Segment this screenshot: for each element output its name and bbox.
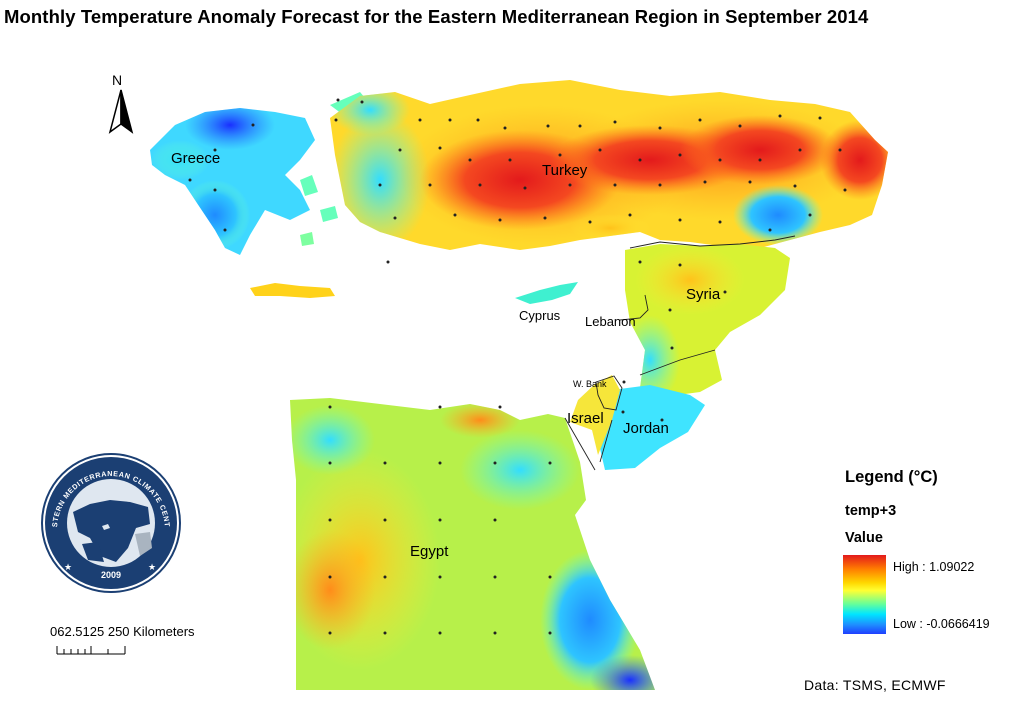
label-israel: Israel xyxy=(567,410,604,427)
grid-points xyxy=(188,98,847,635)
label-turkey: Turkey xyxy=(542,162,588,179)
legend-layer-name: temp+3 xyxy=(845,503,897,519)
turkey-field xyxy=(330,80,888,250)
label-lebanon: Lebanon xyxy=(585,314,636,329)
label-jordan: Jordan xyxy=(623,420,669,437)
svg-text:★: ★ xyxy=(64,562,72,572)
legend-field-name: Value xyxy=(845,530,883,546)
country-borders xyxy=(564,235,796,471)
svg-text:★: ★ xyxy=(148,562,156,572)
emcc-logo: 2009 ★ ★ EASTERN MEDITERRANEAN CLIMATE C… xyxy=(40,452,181,593)
logo-year: 2009 xyxy=(101,570,121,580)
scale-bar xyxy=(56,646,126,655)
label-cyprus: Cyprus xyxy=(519,308,561,323)
israel-field xyxy=(570,375,620,455)
greece-field xyxy=(150,108,315,255)
crete xyxy=(250,283,335,298)
legend-color-ramp xyxy=(843,555,886,634)
label-syria: Syria xyxy=(686,286,721,303)
north-letter: N xyxy=(112,72,123,88)
north-arrow-icon xyxy=(108,89,134,134)
label-west-bank: W. Bank xyxy=(573,379,607,389)
egypt-field xyxy=(290,398,655,690)
levant-field xyxy=(625,244,790,396)
scale-text: 062.5125 250 Kilometers xyxy=(50,624,195,639)
legend-low-label: Low : -0.0666419 xyxy=(893,617,990,631)
legend-high-label: High : 1.09022 xyxy=(893,560,975,574)
data-credit: Data: TSMS, ECMWF xyxy=(804,677,946,693)
cyprus-field xyxy=(515,282,578,304)
label-egypt: Egypt xyxy=(410,543,449,560)
map-title: Monthly Temperature Anomaly Forecast for… xyxy=(4,6,869,27)
jordan-field xyxy=(598,385,705,470)
label-greece: Greece xyxy=(171,150,221,167)
legend-title: Legend (°C) xyxy=(845,468,938,486)
